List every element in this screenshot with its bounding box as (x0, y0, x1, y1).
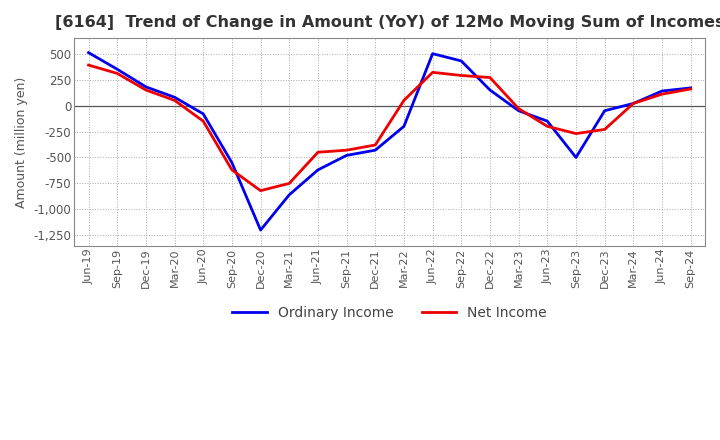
Ordinary Income (113, 66, 122, 72)
Ordinary Income (256, 227, 265, 233)
Net Income (228, 167, 236, 172)
Net Income (457, 73, 466, 78)
Net Income (686, 86, 695, 92)
Ordinary Income (514, 108, 523, 114)
Net Income (600, 127, 609, 132)
Net Income (657, 92, 666, 97)
Line: Ordinary Income: Ordinary Income (89, 53, 690, 230)
Net Income (314, 150, 323, 155)
Ordinary Income (600, 108, 609, 114)
Legend: Ordinary Income, Net Income: Ordinary Income, Net Income (227, 301, 552, 326)
Ordinary Income (170, 95, 179, 100)
Net Income (514, 106, 523, 111)
Ordinary Income (543, 118, 552, 124)
Ordinary Income (371, 147, 379, 153)
Ordinary Income (285, 192, 294, 198)
Y-axis label: Amount (million yen): Amount (million yen) (15, 76, 28, 208)
Net Income (199, 118, 207, 124)
Ordinary Income (342, 153, 351, 158)
Ordinary Income (199, 111, 207, 117)
Net Income (342, 147, 351, 153)
Net Income (84, 62, 93, 68)
Ordinary Income (142, 84, 150, 89)
Ordinary Income (428, 51, 437, 56)
Net Income (285, 181, 294, 186)
Ordinary Income (457, 59, 466, 64)
Net Income (256, 188, 265, 193)
Ordinary Income (400, 124, 408, 129)
Ordinary Income (686, 85, 695, 91)
Ordinary Income (657, 88, 666, 94)
Ordinary Income (228, 160, 236, 165)
Net Income (485, 75, 494, 80)
Net Income (113, 71, 122, 76)
Ordinary Income (84, 50, 93, 55)
Ordinary Income (314, 167, 323, 172)
Net Income (400, 98, 408, 103)
Net Income (371, 143, 379, 148)
Title: [6164]  Trend of Change in Amount (YoY) of 12Mo Moving Sum of Incomes: [6164] Trend of Change in Amount (YoY) o… (55, 15, 720, 30)
Net Income (572, 131, 580, 136)
Net Income (629, 101, 638, 106)
Net Income (543, 124, 552, 129)
Net Income (170, 98, 179, 103)
Net Income (428, 70, 437, 75)
Ordinary Income (629, 101, 638, 106)
Ordinary Income (572, 155, 580, 160)
Ordinary Income (485, 88, 494, 93)
Line: Net Income: Net Income (89, 65, 690, 191)
Net Income (142, 88, 150, 93)
